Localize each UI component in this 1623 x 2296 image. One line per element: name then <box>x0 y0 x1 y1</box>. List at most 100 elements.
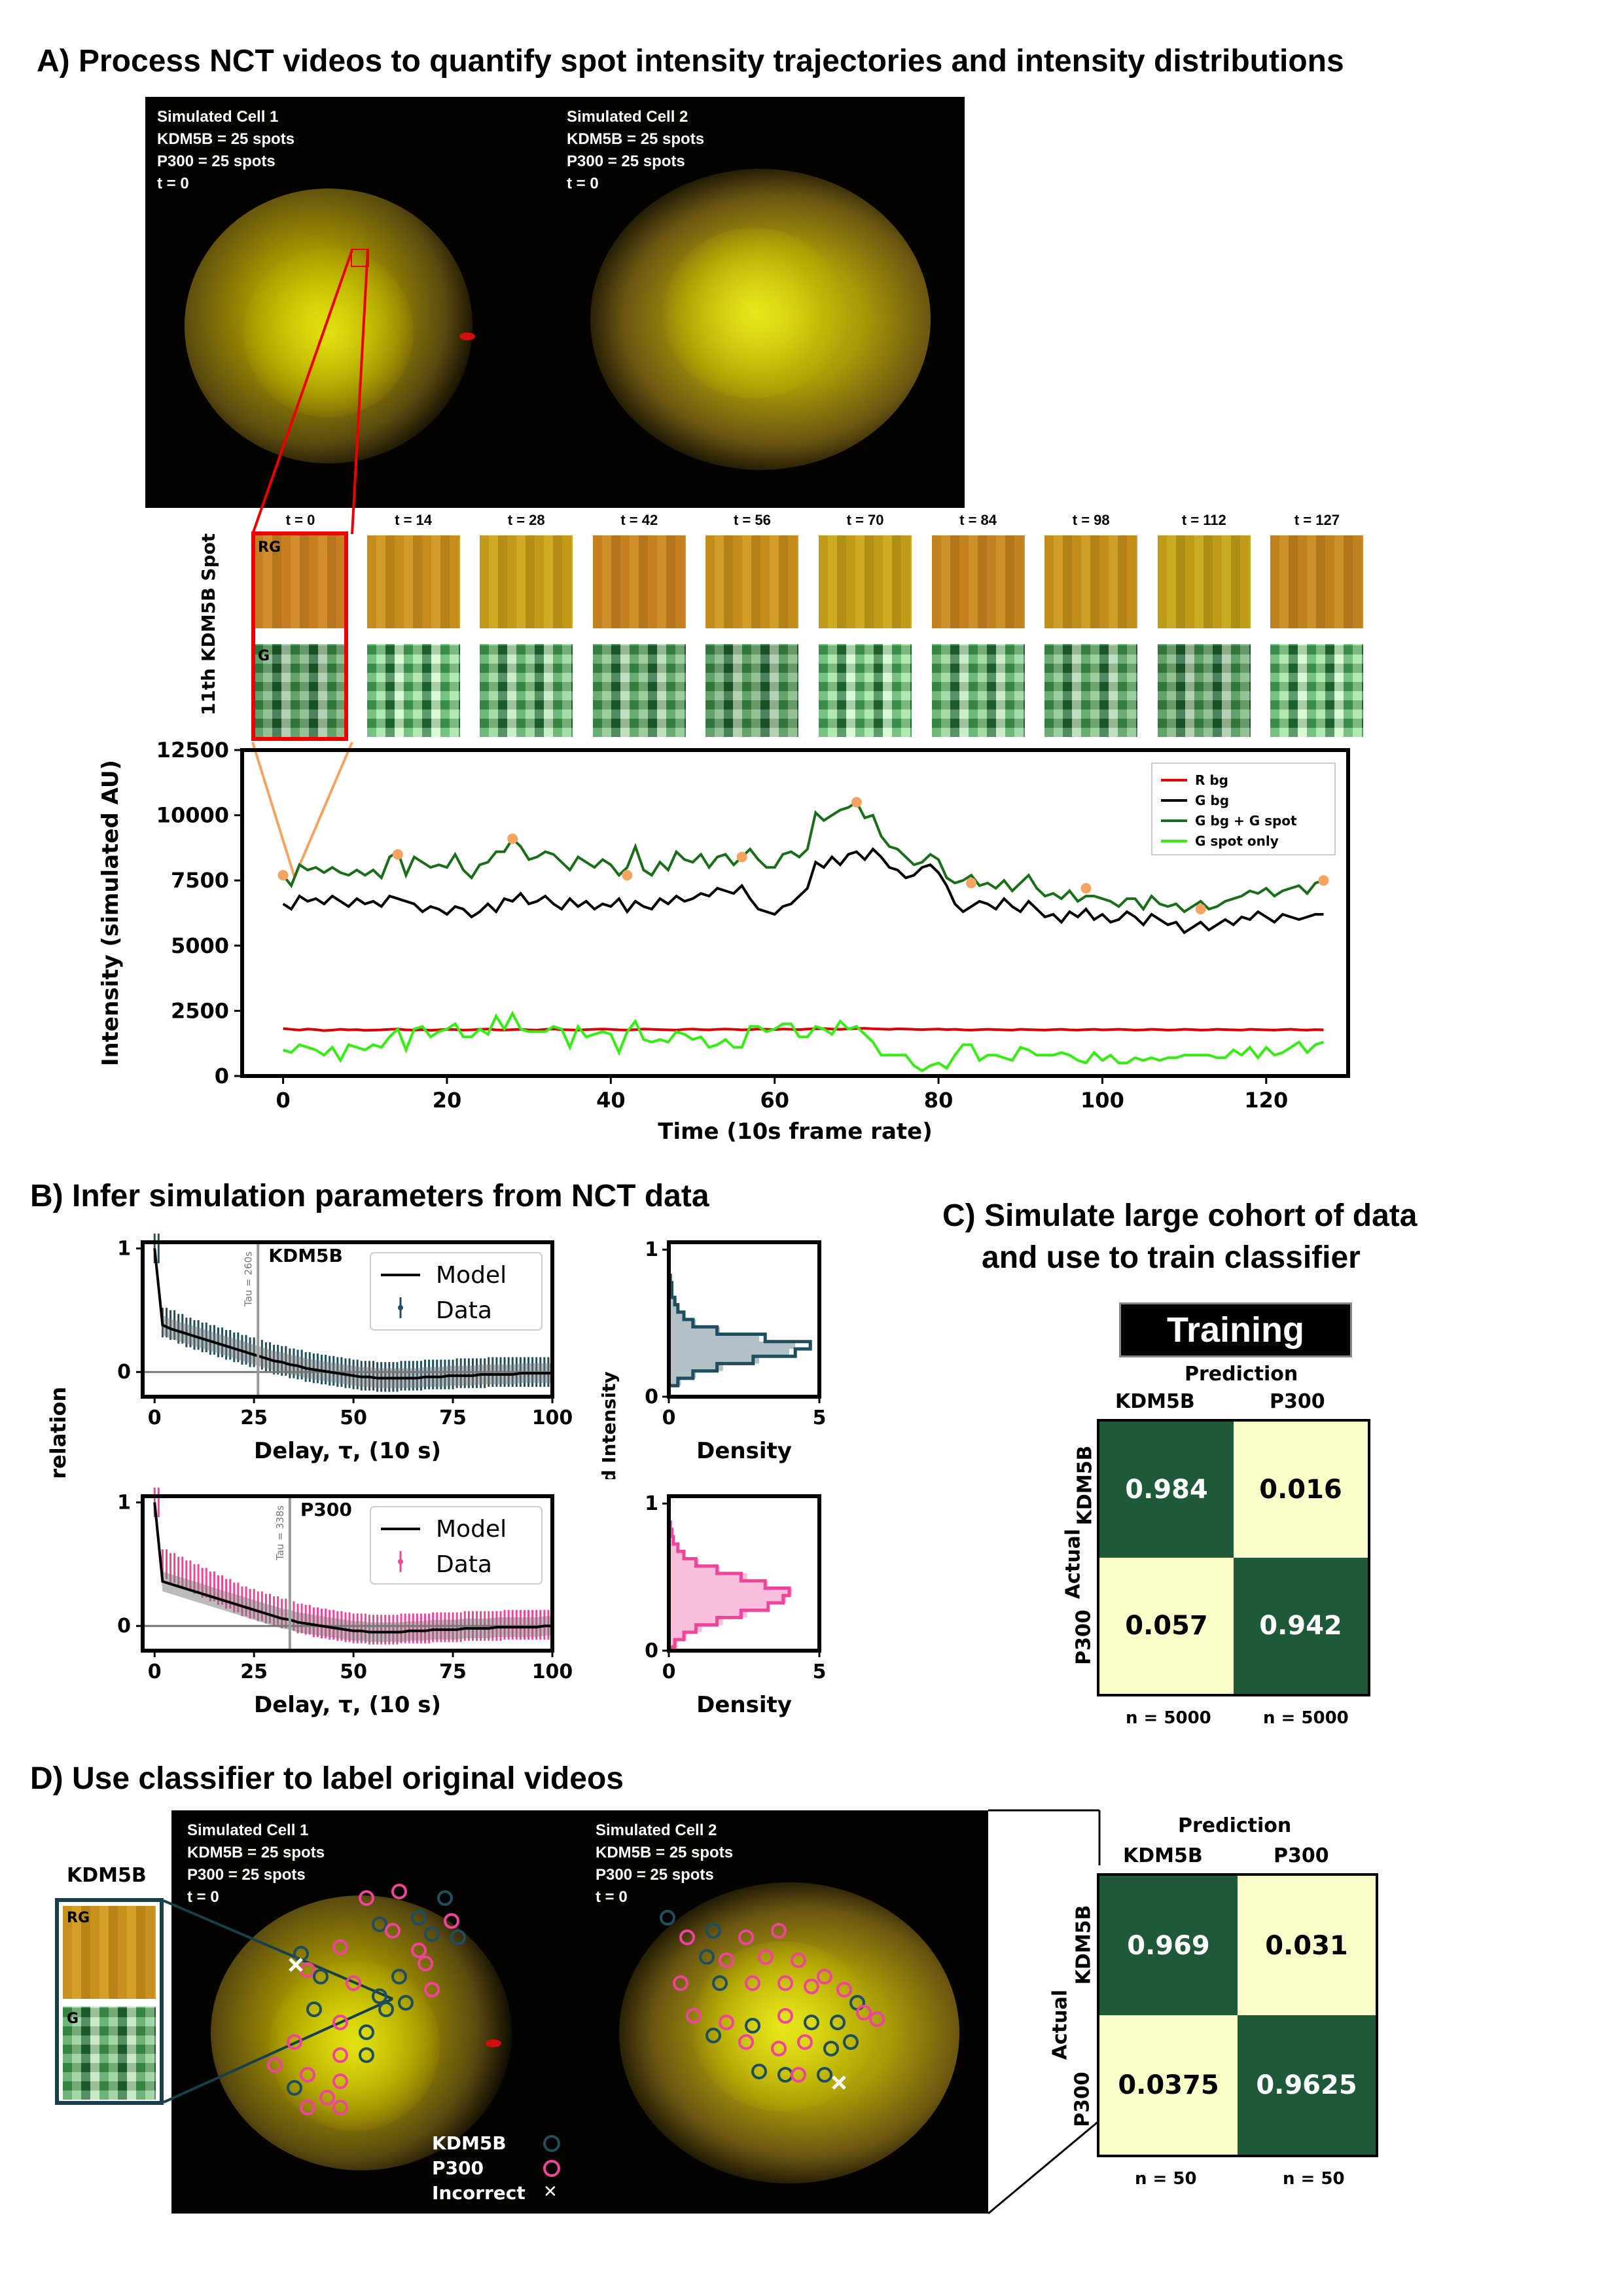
p300-spot-marker <box>771 2041 787 2056</box>
x-tick-label: 120 <box>1244 1088 1288 1113</box>
model-line <box>153 1502 552 1634</box>
x-tick-label: 5 <box>813 1407 827 1429</box>
legend-label: Incorrect <box>432 2182 526 2204</box>
p300-spot-marker <box>391 1884 407 1899</box>
hist-y-axis-label: Normalized Intensity <box>598 1371 620 1479</box>
x-axis-label: Delay, τ, (10 s) <box>254 1692 441 1718</box>
kdm5b-spot-marker <box>378 2001 394 2017</box>
p300-spot-marker <box>418 1956 433 1971</box>
y-tick-label: 10000 <box>156 803 229 828</box>
kdm5b-spot-marker <box>712 1975 728 1991</box>
y-tick-label: 2500 <box>171 998 229 1023</box>
y-tick-label: 1 <box>117 1491 131 1514</box>
p300-spot-marker <box>332 2015 348 2030</box>
x-tick-label: 75 <box>439 1407 467 1429</box>
p300-spot-marker <box>267 2057 283 2073</box>
model-bar <box>669 1319 696 1327</box>
x-tick-label: 25 <box>240 1660 268 1683</box>
model-bar <box>669 1595 787 1603</box>
legend-data-dot <box>398 1559 403 1564</box>
cell-1-label: Simulated Cell 1 KDM5B = 25 spots P300 =… <box>157 108 295 192</box>
kdm5b-spot-marker <box>843 2034 859 2050</box>
d-row-label-p300: P300 <box>1071 2072 1094 2127</box>
p300-spot-marker <box>673 1975 688 1991</box>
tile-time-label: t = 42 <box>620 512 658 528</box>
legend-label: R bg <box>1195 772 1228 788</box>
model-bar <box>669 1327 721 1335</box>
acf-annotation: KDM5B <box>268 1245 343 1266</box>
panel-b-title: B) Infer simulation parameters from NCT … <box>30 1179 709 1213</box>
tile-time-label: t = 112 <box>1181 512 1226 528</box>
d-cell-2-image: Simulated Cell 2 KDM5B = 25 spots P300 =… <box>580 1810 988 2214</box>
d-cell-kdm5b-kdm5b: 0.969 <box>1099 1876 1238 2015</box>
x-tick-label: 0 <box>662 1407 676 1429</box>
g-tile <box>705 644 799 737</box>
p300-spot-marker <box>686 2008 702 2024</box>
p300-spot-marker <box>332 2100 348 2115</box>
x-tick-label: 75 <box>439 1660 467 1683</box>
p300-spot-marker <box>300 2100 315 2115</box>
y-tick-label: 7500 <box>171 868 229 893</box>
x-axis-label: Delay, τ, (10 s) <box>254 1438 441 1464</box>
y-tick-label: 12500 <box>156 738 229 762</box>
tau-label: Tau = 260s <box>242 1251 254 1307</box>
model-bar <box>669 1558 699 1566</box>
p300-spot-marker <box>424 1982 440 1998</box>
cell-2-label: Simulated Cell 2 KDM5B = 25 spots P300 =… <box>567 108 705 192</box>
g-tile <box>1044 644 1138 737</box>
p300-spot-marker <box>856 2005 872 2020</box>
legend-label: G bg <box>1195 793 1229 808</box>
first-frame-highlight <box>251 531 348 741</box>
x-tick-label: 0 <box>662 1660 676 1683</box>
data-step <box>668 1520 791 1649</box>
acf-kdm5b-chart: Tau = 260s KDM5B 0 25 50 75 100 0 1 Delay, τ, (10… <box>46 1233 573 1479</box>
x-tick-label: 40 <box>596 1088 626 1113</box>
model-bar <box>669 1632 687 1640</box>
x-axis-label: Time (10s frame rate) <box>658 1119 933 1145</box>
model-bar <box>669 1334 759 1342</box>
model-band <box>154 1238 552 1388</box>
rg-tile <box>1270 535 1364 628</box>
c-cell-p300-p300: 0.942 <box>1234 1558 1368 1694</box>
d-cell-kdm5b-p300: 0.031 <box>1238 1876 1376 2015</box>
legend-row-kdm5b: KDM5B <box>432 2132 569 2155</box>
d-actual-label: Actual <box>1048 1989 1072 2060</box>
kdm5b-spot-marker <box>313 1969 329 1984</box>
highlight-point <box>1080 883 1092 894</box>
g-tile <box>1270 644 1364 737</box>
rg-tile <box>705 535 799 628</box>
x-tick-label: 100 <box>532 1660 573 1683</box>
kdm5b-spot-marker <box>804 2015 819 2030</box>
d-cell-2-label: Simulated Cell 2 KDM5B = 25 spots P300 =… <box>596 1821 734 1906</box>
c-n-p300: n = 5000 <box>1263 1708 1349 1728</box>
legend-label: G bg + G spot <box>1195 813 1297 829</box>
kdm5b-spot-marker <box>424 1926 440 1942</box>
x-tick-label: 25 <box>240 1407 268 1429</box>
p300-spot-marker <box>738 2034 754 2050</box>
rg-tile <box>592 535 686 628</box>
model-bar <box>669 1566 721 1573</box>
model-bar <box>669 1624 702 1632</box>
x-tick-label: 5 <box>813 1660 827 1683</box>
acf-y-axis-label: Autocorrelation <box>46 1387 71 1479</box>
model-line <box>153 1248 552 1380</box>
x-tick-label: 60 <box>760 1088 789 1113</box>
highlight-point <box>736 852 747 863</box>
p300-spot-marker <box>332 2073 348 2089</box>
g-tile <box>819 644 912 737</box>
model-bar <box>669 1341 796 1349</box>
rg-tile <box>366 535 460 628</box>
p300-spot-marker <box>385 1923 401 1939</box>
legend-row-p300: P300 <box>432 2157 569 2179</box>
model-bar <box>669 1536 673 1545</box>
legend-label: KDM5B <box>432 2132 507 2154</box>
legend-data-dot <box>398 1305 403 1310</box>
intensity-chart: 0 20 40 60 80 100 120 0 2500 5000 7500 10000 12500 Ti… <box>98 738 1350 1145</box>
highlight-point <box>966 878 977 889</box>
legend-box <box>370 1506 543 1585</box>
acf-annotation: P300 <box>300 1499 352 1520</box>
kdm5b-spot-marker <box>823 2041 839 2056</box>
model-bar <box>669 1617 723 1625</box>
